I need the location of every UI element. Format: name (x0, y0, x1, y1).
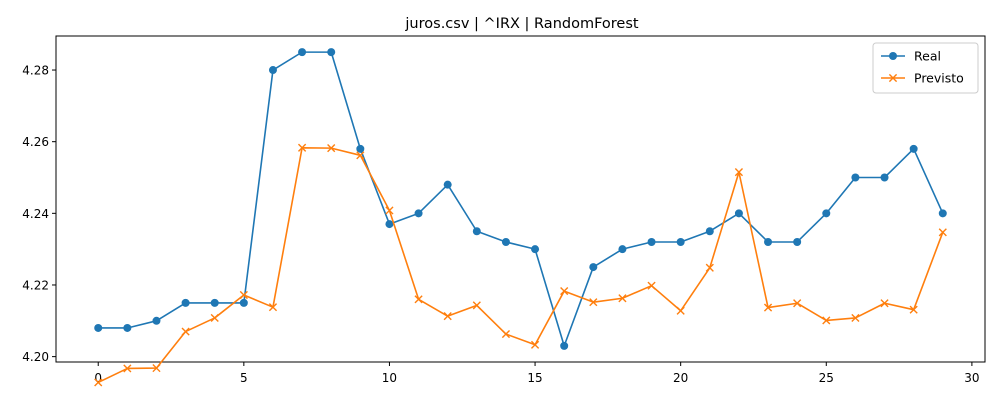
data-point (268, 66, 277, 75)
data-point (618, 245, 627, 254)
legend-label: Previsto (914, 71, 964, 86)
legend: Real Previsto (872, 42, 979, 94)
data-point (938, 209, 947, 218)
legend-item-real: Real (881, 49, 941, 64)
data-point (94, 323, 103, 332)
data-point (239, 298, 248, 307)
chart-title: juros.csv | ^IRX | RandomForest (404, 16, 638, 32)
series-layer (94, 48, 947, 387)
data-point (152, 316, 161, 325)
y-tick-label: 4.24 (22, 207, 49, 221)
legend-label: Real (914, 49, 941, 64)
data-point (123, 323, 132, 332)
data-point (560, 286, 569, 296)
data-point (618, 294, 627, 303)
data-point (501, 329, 511, 339)
legend-item-previsto: Previsto (881, 71, 964, 86)
x-tick-label: 30 (964, 371, 979, 385)
data-point (94, 378, 103, 387)
x-axis-ticks: 0 5 10 15 20 25 30 (94, 362, 980, 385)
data-point (763, 303, 773, 312)
data-point (414, 295, 423, 304)
data-point (443, 312, 452, 321)
data-point (210, 313, 219, 323)
data-point (793, 237, 802, 246)
data-point (734, 209, 743, 218)
y-tick-label: 4.22 (22, 278, 49, 292)
data-point (239, 290, 248, 300)
data-point (327, 144, 336, 153)
data-point (560, 341, 569, 350)
data-point (531, 245, 540, 254)
series-real (94, 48, 947, 350)
data-point (356, 144, 365, 153)
data-point (793, 299, 802, 308)
x-tick-label: 5 (240, 371, 248, 385)
data-point (181, 298, 190, 307)
data-point (589, 263, 598, 272)
data-point (327, 48, 336, 57)
x-tick-label: 15 (527, 371, 542, 385)
data-point (909, 144, 918, 153)
series-line (98, 51, 944, 347)
plot-area (55, 35, 986, 363)
data-point (356, 151, 365, 160)
data-point (647, 237, 656, 246)
data-point (181, 327, 190, 336)
data-point (530, 340, 540, 349)
data-point (589, 298, 598, 307)
data-point (676, 237, 685, 246)
data-point (822, 316, 831, 325)
data-point (501, 237, 510, 246)
data-point (123, 364, 132, 373)
series-previsto (94, 143, 947, 387)
y-axis-ticks: 4.20 4.22 4.24 4.26 4.28 (22, 64, 56, 364)
y-tick-label: 4.28 (22, 64, 49, 78)
data-point (676, 306, 685, 315)
x-tick-label: 0 (94, 371, 102, 385)
data-point (210, 298, 219, 307)
legend-marker (889, 52, 897, 60)
data-point (298, 48, 307, 57)
data-point (385, 220, 394, 229)
series-line (97, 146, 944, 384)
x-tick-label: 10 (382, 371, 397, 385)
data-point (938, 228, 947, 237)
data-point (385, 206, 394, 215)
data-point (851, 173, 860, 182)
data-point (472, 301, 481, 310)
data-point (647, 281, 656, 290)
y-tick-label: 4.20 (22, 350, 49, 364)
data-point (268, 303, 278, 312)
data-point (414, 209, 423, 218)
data-point (851, 313, 860, 323)
data-point (909, 305, 918, 314)
data-point (822, 209, 831, 218)
data-point (880, 299, 889, 308)
data-point (472, 227, 481, 236)
data-point (880, 173, 889, 182)
data-point (443, 180, 452, 189)
x-tick-label: 20 (673, 371, 688, 385)
legend-marker (888, 73, 898, 83)
data-point (705, 263, 714, 272)
data-point (297, 143, 307, 152)
data-point (764, 237, 773, 246)
x-tick-label: 25 (819, 371, 834, 385)
data-point (152, 363, 161, 373)
y-tick-label: 4.26 (22, 135, 49, 149)
data-point (734, 168, 744, 177)
data-point (705, 227, 714, 236)
